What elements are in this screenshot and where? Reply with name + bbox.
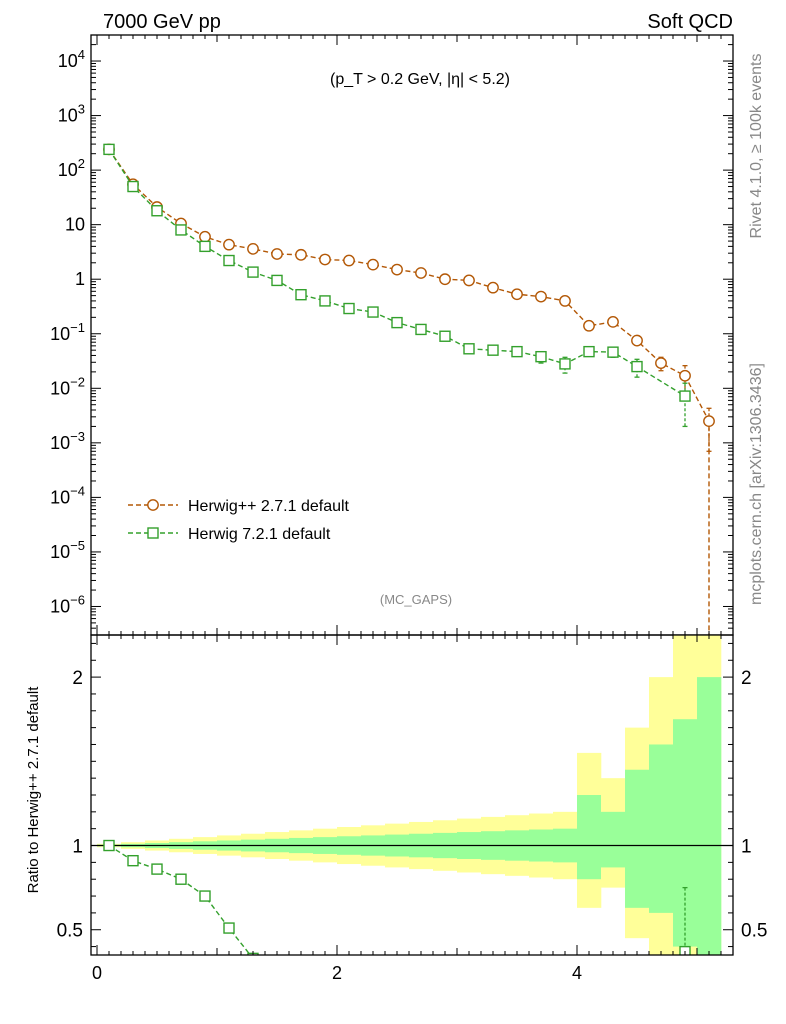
herwigpp-main-point — [223, 238, 235, 251]
main-ytick-label: 104 — [58, 47, 85, 71]
herwig7-main-point — [391, 316, 403, 329]
main-ytick-label: 10−6 — [50, 592, 85, 616]
herwigpp-main-point — [199, 230, 211, 243]
band-green-bin — [625, 769, 650, 908]
legend-marker — [147, 527, 159, 539]
kinematic-cut-label: (p_T > 0.2 GeV, |η| < 5.2) — [330, 71, 510, 88]
herwigpp-main-point — [703, 415, 715, 428]
herwigpp-main-line — [108, 149, 710, 635]
ratio-ytick-label-left: 1 — [72, 837, 83, 858]
herwig7-ratio-point — [199, 890, 211, 902]
ratio-ytick-label-right: 1 — [741, 837, 752, 858]
analysis-tag: (MC_GAPS) — [380, 592, 452, 607]
herwig7-ratio-point — [151, 863, 163, 875]
main-ytick-label: 10−4 — [50, 483, 85, 507]
herwigpp-main-point — [535, 290, 547, 303]
herwig7-ratio-point — [175, 873, 187, 885]
herwig7-ratio-point — [103, 839, 115, 852]
herwigpp-main-point — [367, 258, 379, 271]
energy-beam-title: 7000 GeV pp — [103, 11, 221, 33]
main-ytick-label: 102 — [58, 156, 85, 180]
main-axes: 10−6 10−5 10−4 10−3 10−2 10−1 1 10 102 103 104 — [50, 34, 734, 636]
herwig7-main-point — [583, 345, 595, 358]
main-ytick-label: 10−2 — [50, 374, 85, 398]
herwigpp-main-point — [511, 288, 523, 301]
herwigpp-main-point — [319, 253, 331, 266]
herwigpp-main-point — [415, 267, 427, 279]
herwigpp-main-point — [559, 295, 571, 307]
main-ytick-label: 10−5 — [50, 538, 85, 562]
ratio-ytick-label-left: 0.5 — [57, 921, 83, 942]
herwig7-main-point — [535, 350, 547, 363]
band-green-bin — [577, 795, 602, 880]
ratio-ytick-label-left: 2 — [72, 668, 83, 689]
herwigpp-main-point — [655, 357, 667, 369]
main-ytick-label: 10−1 — [50, 320, 85, 344]
ratio-data-marks — [91, 635, 733, 955]
legend: Herwig++ 2.7.1 default Herwig 7.2.1 defau… — [128, 498, 350, 543]
herwig7-main-point — [367, 306, 379, 318]
band-green-bin — [601, 811, 626, 868]
herwigpp-main-point — [487, 281, 499, 294]
herwig7-main-point — [415, 323, 427, 336]
herwig7-main-point — [247, 266, 259, 278]
herwigpp-main-point — [391, 263, 403, 276]
herwig7-ratio-point — [679, 945, 691, 955]
main-data-marks — [103, 143, 715, 635]
herwigpp-main-point — [607, 315, 619, 328]
herwig7-main-point — [199, 240, 211, 253]
herwig7-ratio-point — [127, 854, 139, 867]
herwig7-main-point — [679, 390, 691, 402]
herwig7-main-point — [343, 302, 355, 315]
herwigpp-main-point — [463, 274, 475, 287]
herwig7-main-point — [559, 358, 571, 370]
main-ytick-label: 10−3 — [50, 429, 85, 453]
ratio-axes: 0 2 4 0.5 0.5 1 1 2 2 — [57, 634, 767, 983]
main-ytick-label: 10 — [65, 215, 85, 235]
herwig7-main-point — [127, 180, 139, 193]
herwig7-main-point — [439, 330, 451, 342]
herwigpp-main-point — [631, 334, 643, 347]
ratio-ytick-label-right: 2 — [741, 668, 752, 689]
herwig7-main-point — [607, 346, 619, 358]
band-green-bin — [673, 719, 698, 947]
process-title: Soft QCD — [647, 11, 733, 33]
herwigpp-main-point — [583, 319, 595, 332]
herwig7-main-point — [511, 345, 523, 358]
main-ytick-label: 1 — [75, 269, 85, 289]
herwig7-main-point — [223, 254, 235, 267]
herwig7-main-point — [487, 344, 499, 356]
ratio-xtick-label: 0 — [92, 963, 102, 983]
ratio-ytick-label-right: 0.5 — [741, 921, 767, 942]
legend-marker — [147, 499, 159, 511]
herwigpp-main-point — [295, 248, 307, 261]
band-green-bin — [697, 677, 722, 955]
ratio-panel: 0 2 4 0.5 0.5 1 1 2 2 — [57, 634, 767, 983]
herwig7-ratio-point — [223, 922, 235, 934]
legend-label: Herwig 7.2.1 default — [188, 526, 331, 543]
herwig7-main-point — [319, 295, 331, 307]
herwigpp-main-point — [343, 254, 355, 267]
legend-label: Herwig++ 2.7.1 default — [188, 498, 350, 515]
herwigpp-main-point — [247, 242, 259, 255]
rivet-version-label: Rivet 4.1.0, ≥ 100k events — [748, 54, 765, 239]
ratio-xtick-label: 4 — [572, 963, 582, 983]
herwig7-main-point — [295, 288, 307, 301]
herwig7-main-point — [151, 205, 163, 217]
herwigpp-main-point — [439, 273, 451, 286]
mcplots-source-label: mcplots.cern.ch [arXiv:1306.3436] — [748, 363, 765, 605]
main-ytick-label: 103 — [58, 102, 85, 126]
herwig7-main-point — [463, 343, 475, 355]
ratio-ylabel: Ratio to Herwig++ 2.7.1 default — [25, 686, 42, 894]
herwig7-main-point — [631, 360, 643, 373]
herwigpp-main-point — [679, 369, 691, 382]
herwig7-main-point — [271, 274, 283, 287]
herwig7-main-point — [103, 143, 115, 156]
herwigpp-main-point — [271, 248, 283, 260]
band-green-bin — [649, 744, 674, 913]
ratio-xtick-label: 2 — [332, 963, 342, 983]
herwig7-main-point — [175, 224, 187, 236]
main-panel: 10−6 10−5 10−4 10−3 10−2 10−1 1 10 102 103 104 (p_… — [50, 34, 734, 636]
